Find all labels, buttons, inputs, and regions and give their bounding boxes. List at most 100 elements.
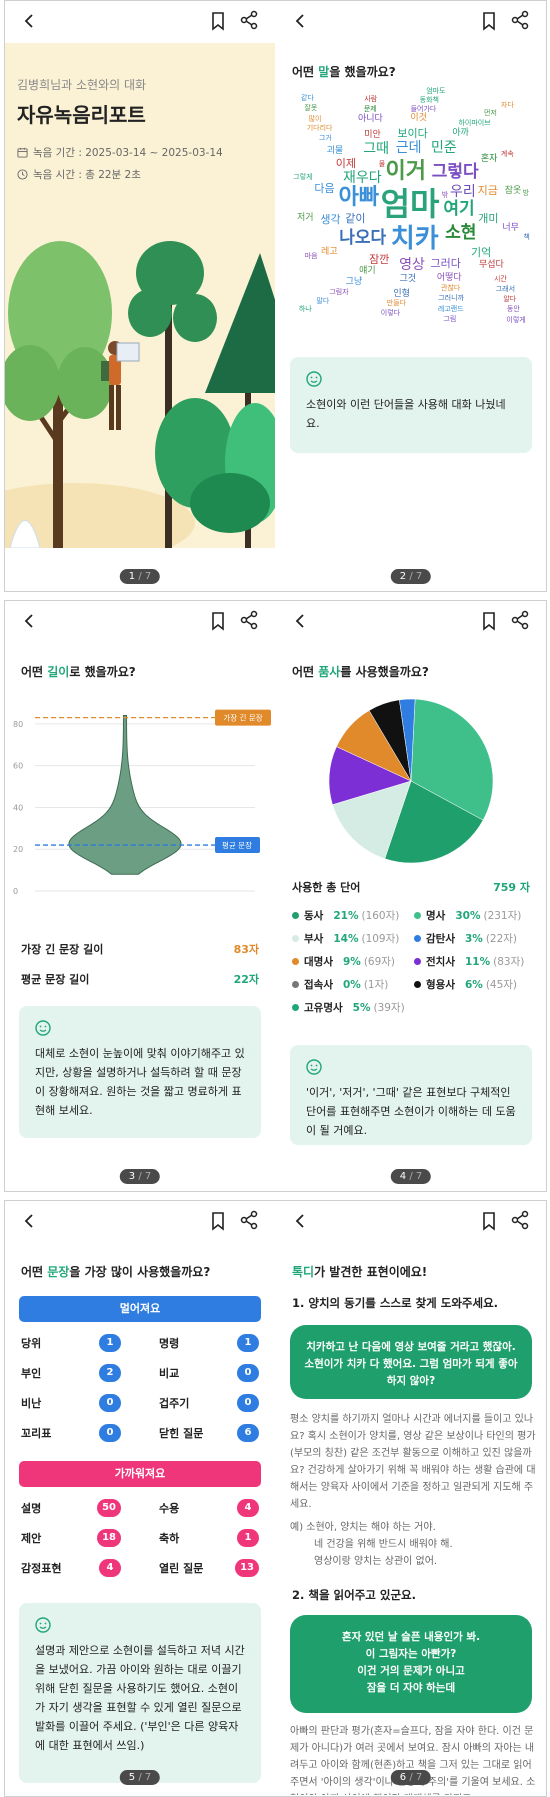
top-bar: [5, 1, 275, 43]
longest-row: 가장 긴 문장 길이 83자: [21, 941, 259, 957]
word-cloud-word: 생각: [320, 213, 341, 227]
quote-1-line-2: 소현이가 치카 다 했어요. 그럼 엄마가 되게 좋아하지 않아?: [304, 1358, 518, 1387]
average-tag-text: 평균 문장: [222, 840, 252, 850]
share-icon[interactable]: [510, 10, 530, 30]
section-title: 톡디가 발견한 표현이에요!: [292, 1263, 427, 1280]
bookmark-icon[interactable]: [209, 611, 227, 631]
sentence-type-row: 명령 1: [159, 1334, 259, 1352]
legend-item: 전치사 11% (83자): [414, 954, 524, 969]
subsection-2-title: 2. 책을 읽어주고 있군요.: [292, 1588, 416, 1602]
word-cloud-word: 들어가다: [410, 104, 437, 113]
legend-dot: [292, 935, 299, 942]
word-cloud-word: 동안: [506, 305, 520, 314]
calendar-icon: [17, 147, 28, 158]
share-icon[interactable]: [239, 610, 259, 630]
section-question: 어떤 말을 했을까요?: [292, 63, 396, 80]
page-indicator: 3 / 7: [119, 1169, 161, 1184]
bookmark-icon[interactable]: [480, 11, 498, 31]
quote-2-line-4: 잠을 더 자야 하는데: [366, 1682, 456, 1694]
bookmark-icon[interactable]: [209, 11, 227, 31]
legend-count: (45자): [485, 979, 518, 991]
tip-box: '이거', '저거', '그때' 같은 표현보다 구체적인 단어를 표현해주면 …: [290, 1045, 532, 1145]
sentence-type-row: 수용 4: [159, 1499, 259, 1517]
back-icon[interactable]: [290, 11, 310, 31]
back-icon[interactable]: [19, 1211, 39, 1231]
word-cloud-word: 기억: [471, 246, 492, 260]
q-pre: 어떤: [21, 665, 48, 679]
legend-percent: 9%: [342, 955, 361, 968]
longest-label: 가장 긴 문장 길이: [21, 943, 104, 956]
quote-2-line-1: 혼자 있던 날 슬픈 내용인가 봐.: [341, 1631, 481, 1643]
section-question: 어떤 길이로 했을까요?: [21, 663, 136, 680]
smile-icon: [35, 1617, 51, 1633]
word-cloud-word: 이것: [410, 113, 427, 124]
word-cloud-word: 소현: [445, 222, 477, 243]
bookmark-icon[interactable]: [209, 1211, 227, 1231]
share-icon[interactable]: [239, 10, 259, 30]
back-icon[interactable]: [290, 611, 310, 631]
word-cloud-word: 근데: [395, 139, 422, 156]
back-icon[interactable]: [290, 1211, 310, 1231]
bookmark-icon[interactable]: [480, 611, 498, 631]
legend-count: (1자): [363, 979, 389, 991]
share-icon[interactable]: [510, 610, 530, 630]
word-cloud-word: 기다리다: [306, 124, 333, 133]
sentence-type-row: 열린 질문 13: [159, 1559, 259, 1577]
sentence-type-label: 설명: [21, 1502, 42, 1515]
legend-count: (22자): [485, 933, 518, 945]
far-header: 멀어져요: [19, 1296, 261, 1322]
legend-name: 감탄사: [426, 933, 455, 945]
legend-name: 명사: [426, 910, 446, 922]
card-sentences: 어떤 문장을 가장 많이 사용했을까요? 멀어져요 당위 1 명령 1 부인 2 비교 0 비난…: [5, 1201, 275, 1795]
quote-1-line-1: 치카하고 난 다음에 영상 보여줄 거라고 했잖아.: [306, 1341, 516, 1353]
total-words-row: 사용한 총 단어 759 자: [292, 879, 530, 895]
word-cloud-word: 문제: [363, 105, 377, 114]
average-label: 평균 문장 길이: [21, 973, 90, 986]
longest-tag-text: 가장 긴 문장: [223, 713, 262, 723]
body-text-1: 평소 양치를 하기까지 얼마나 시간과 에너지를 들이고 있나요? 혹시 소현이…: [290, 1414, 536, 1510]
near-header: 가까워져요: [19, 1461, 261, 1487]
sentence-type-label: 부인: [21, 1367, 42, 1380]
legend-name: 동사: [304, 910, 324, 922]
sentence-type-count: 4: [237, 1499, 259, 1517]
tip-box: 설명과 제안으로 소현이를 설득하고 저녁 시간을 보냈어요. 가끔 아이와 원…: [19, 1603, 261, 1783]
page-current: 1: [128, 571, 136, 582]
back-icon[interactable]: [19, 11, 39, 31]
sentence-type-count: 1: [99, 1334, 121, 1352]
share-icon[interactable]: [510, 1210, 530, 1230]
bookmark-icon[interactable]: [480, 1211, 498, 1231]
top-bar: [276, 1, 546, 43]
word-cloud-word: 많이: [308, 114, 322, 123]
q-post: 를 사용했을까요?: [340, 665, 429, 679]
word-cloud-word: 그러다: [430, 256, 461, 270]
back-icon[interactable]: [19, 611, 39, 631]
legend-dot: [414, 981, 421, 988]
duration-row: 녹음 시간 : 총 22분 2초: [17, 167, 141, 182]
word-cloud: 엄마 치카 이거 아빠 그렇다 여기 나오다 소현 우리 재우다 근데 영상 그때 민준 같이 잠깐 지금 개미 그…: [290, 86, 532, 326]
sentence-type-count: 13: [235, 1559, 259, 1577]
page-total: / 7: [138, 571, 152, 582]
word-cloud-word: 아니다: [357, 114, 383, 125]
tip-text: '이거', '저거', '그때' 같은 표현보다 구체적인 단어를 표현해주면 …: [306, 1086, 516, 1137]
sentence-type-count: 1: [237, 1529, 259, 1547]
legend-count: (160자): [361, 910, 400, 922]
y-tick-label: 80: [13, 720, 23, 729]
q-highlight: 문장: [47, 1265, 70, 1279]
tip-text: 설명과 제안으로 소현이를 설득하고 저녁 시간을 보냈어요. 가끔 아이와 원…: [35, 1644, 245, 1752]
clock-icon: [17, 169, 28, 180]
sentence-type-row: 당위 1: [21, 1334, 121, 1352]
word-cloud-word: 방: [522, 188, 530, 197]
word-cloud-word: 자다: [500, 101, 514, 109]
cover-panel: 김병희님과 소현와의 대화 자유녹음리포트 녹음 기간 : 2025-03-14…: [5, 43, 275, 548]
share-icon[interactable]: [239, 1210, 259, 1230]
word-cloud-word: 그냥: [345, 277, 363, 288]
legend-dot: [292, 912, 299, 919]
word-cloud-word: 동화책: [419, 95, 439, 104]
violin-shape: [68, 715, 182, 875]
word-cloud-word: 미안: [364, 129, 381, 140]
word-cloud-word: 같이: [345, 211, 366, 225]
t-post: 가 발견한 표현이에요!: [314, 1265, 428, 1279]
word-cloud-word: 이렇다: [380, 308, 401, 317]
legend-item: 접속사 0% (1자): [292, 977, 388, 992]
top-bar: [5, 1201, 275, 1243]
